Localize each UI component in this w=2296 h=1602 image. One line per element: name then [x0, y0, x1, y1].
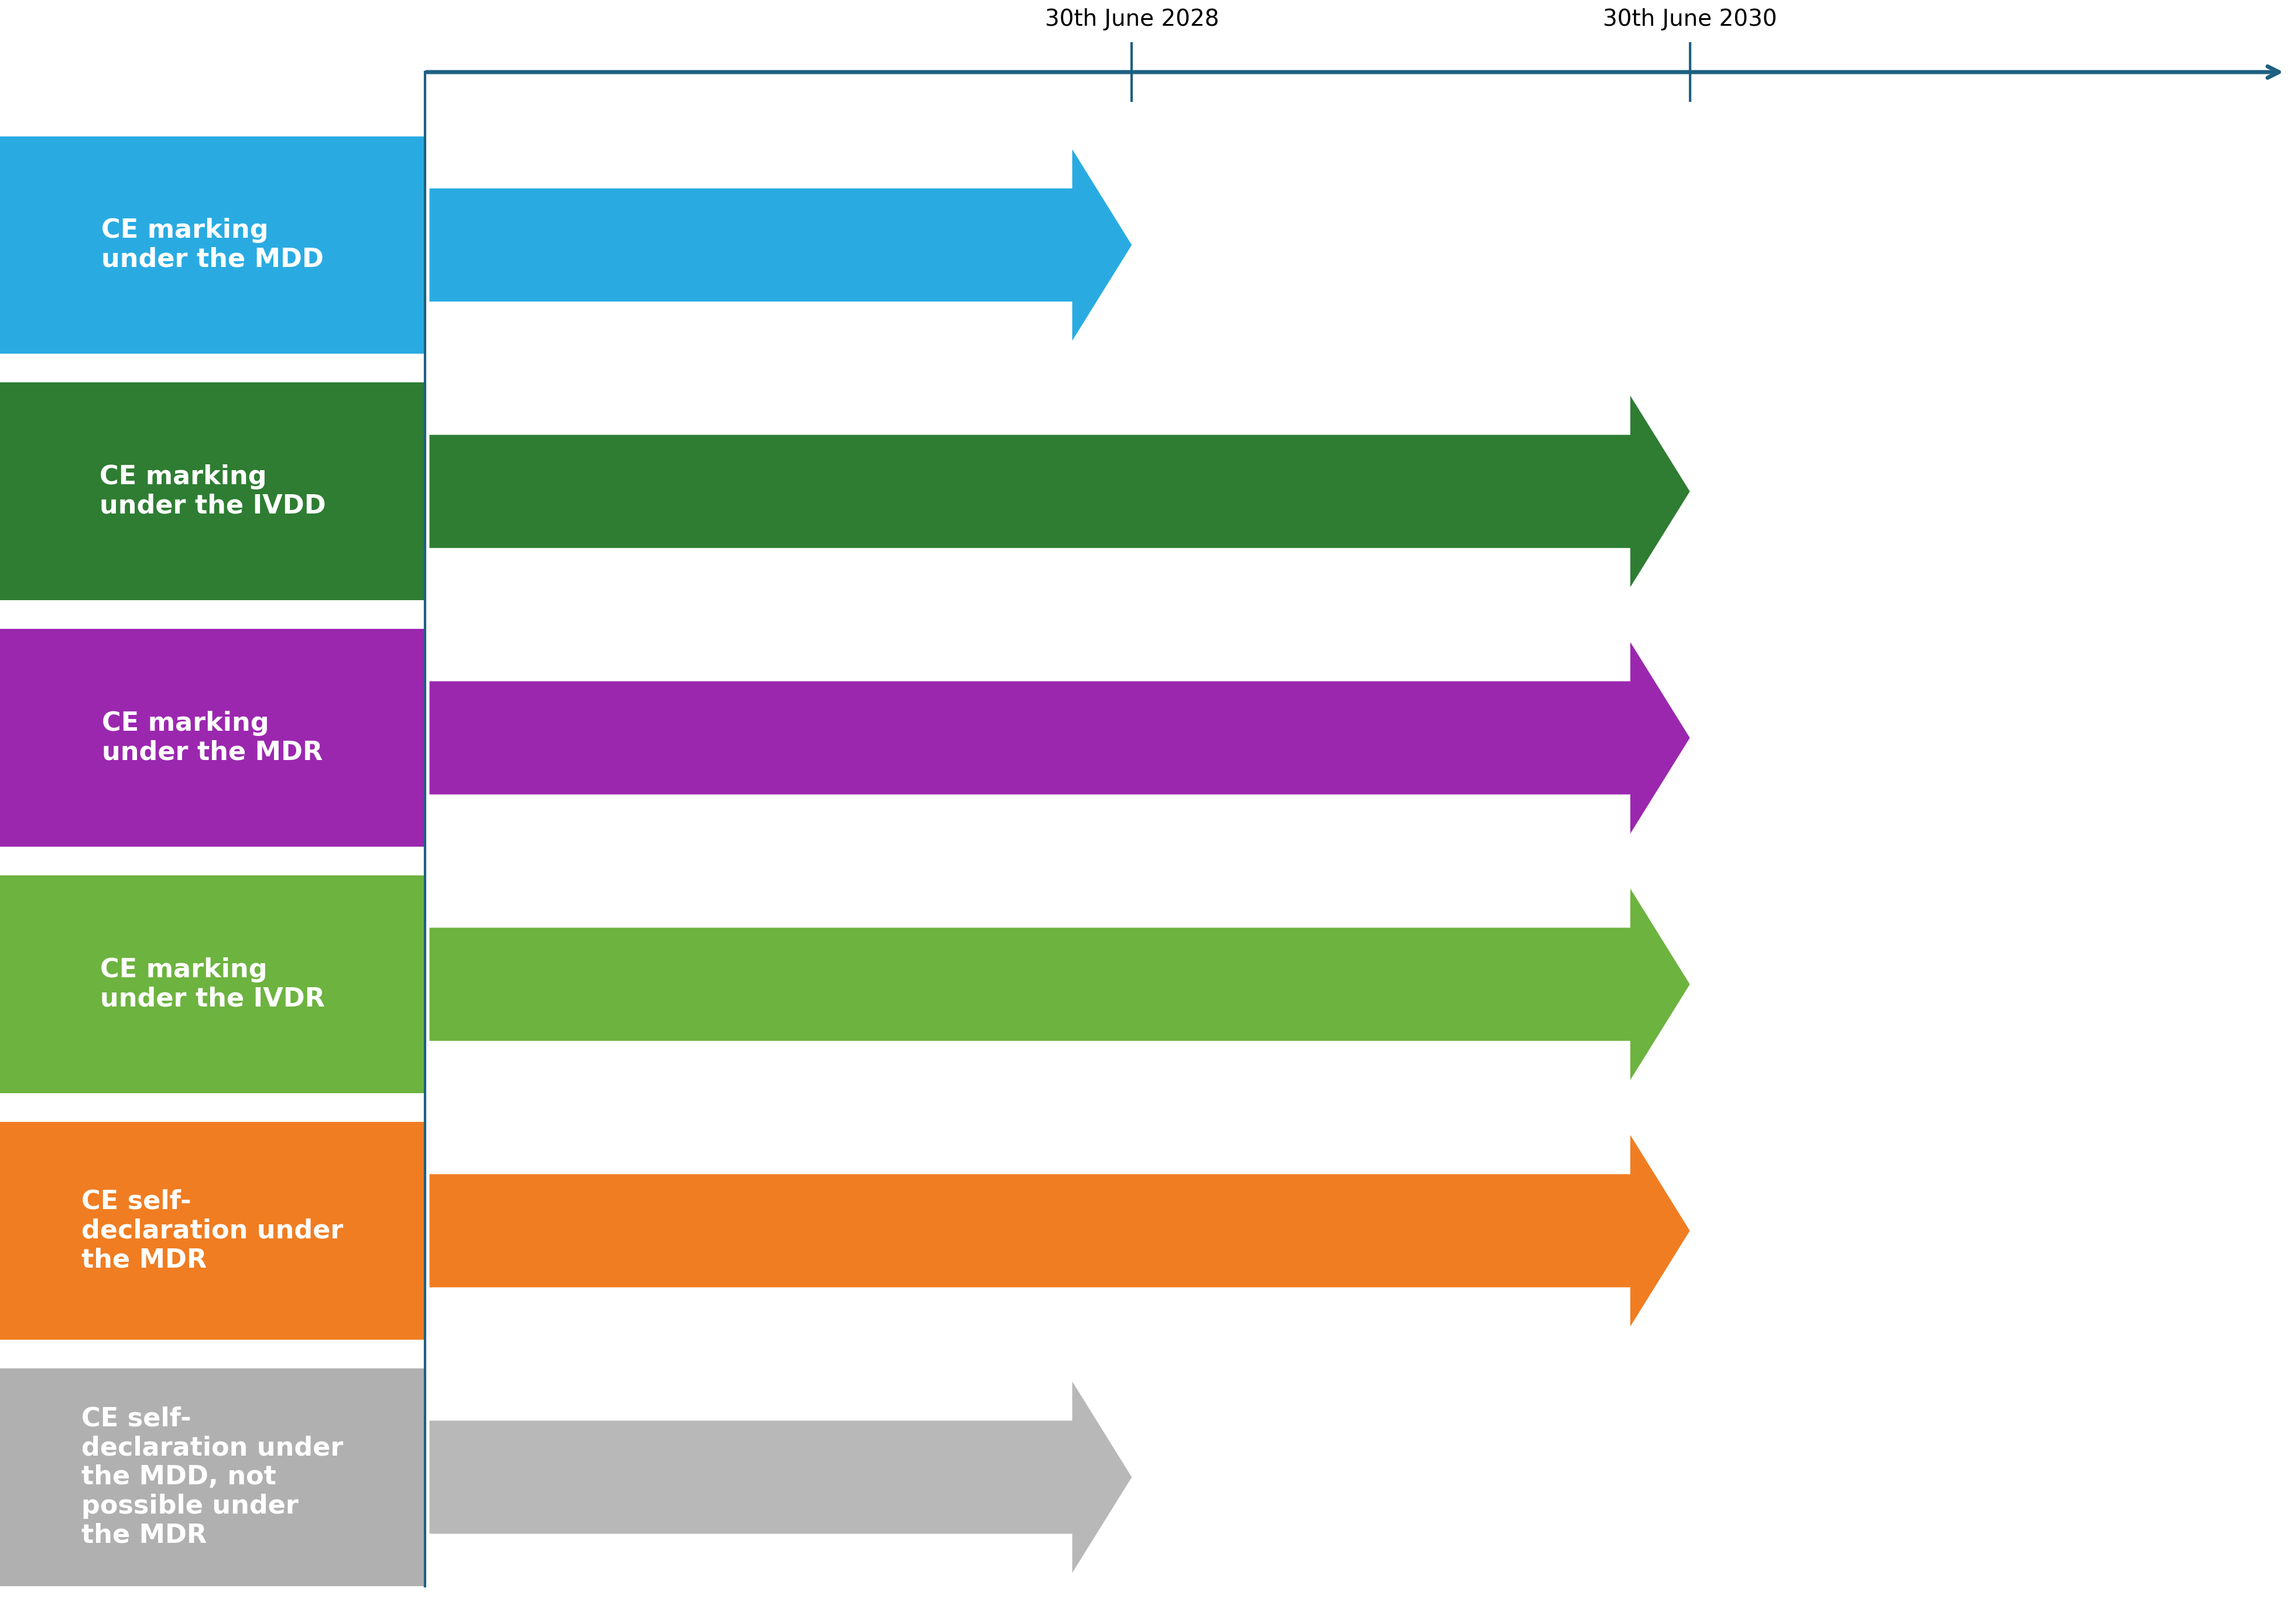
Bar	[0, 383, 425, 601]
Text: 30th June 2030: 30th June 2030	[1603, 8, 1777, 30]
Bar	[0, 1368, 425, 1586]
FancyArrow shape	[429, 889, 1690, 1080]
Text: CE self-
declaration under
the MDD, not
possible under
the MDR: CE self- declaration under the MDD, not …	[80, 1407, 344, 1548]
FancyArrow shape	[429, 149, 1132, 341]
Text: CE marking
under the IVDD: CE marking under the IVDD	[99, 465, 326, 519]
Text: CE marking
under the IVDR: CE marking under the IVDR	[101, 956, 324, 1011]
FancyArrow shape	[429, 1134, 1690, 1326]
Bar	[0, 136, 425, 354]
Bar	[0, 1121, 425, 1339]
FancyArrow shape	[429, 396, 1690, 588]
Bar	[0, 875, 425, 1093]
Text: 30th June 2028: 30th June 2028	[1045, 8, 1219, 30]
Bar	[0, 630, 425, 847]
FancyArrow shape	[429, 1381, 1132, 1573]
Text: CE marking
under the MDR: CE marking under the MDR	[101, 711, 324, 766]
FancyArrow shape	[429, 642, 1690, 833]
Text: CE marking
under the MDD: CE marking under the MDD	[101, 218, 324, 272]
Text: CE self-
declaration under
the MDR: CE self- declaration under the MDR	[80, 1189, 344, 1272]
